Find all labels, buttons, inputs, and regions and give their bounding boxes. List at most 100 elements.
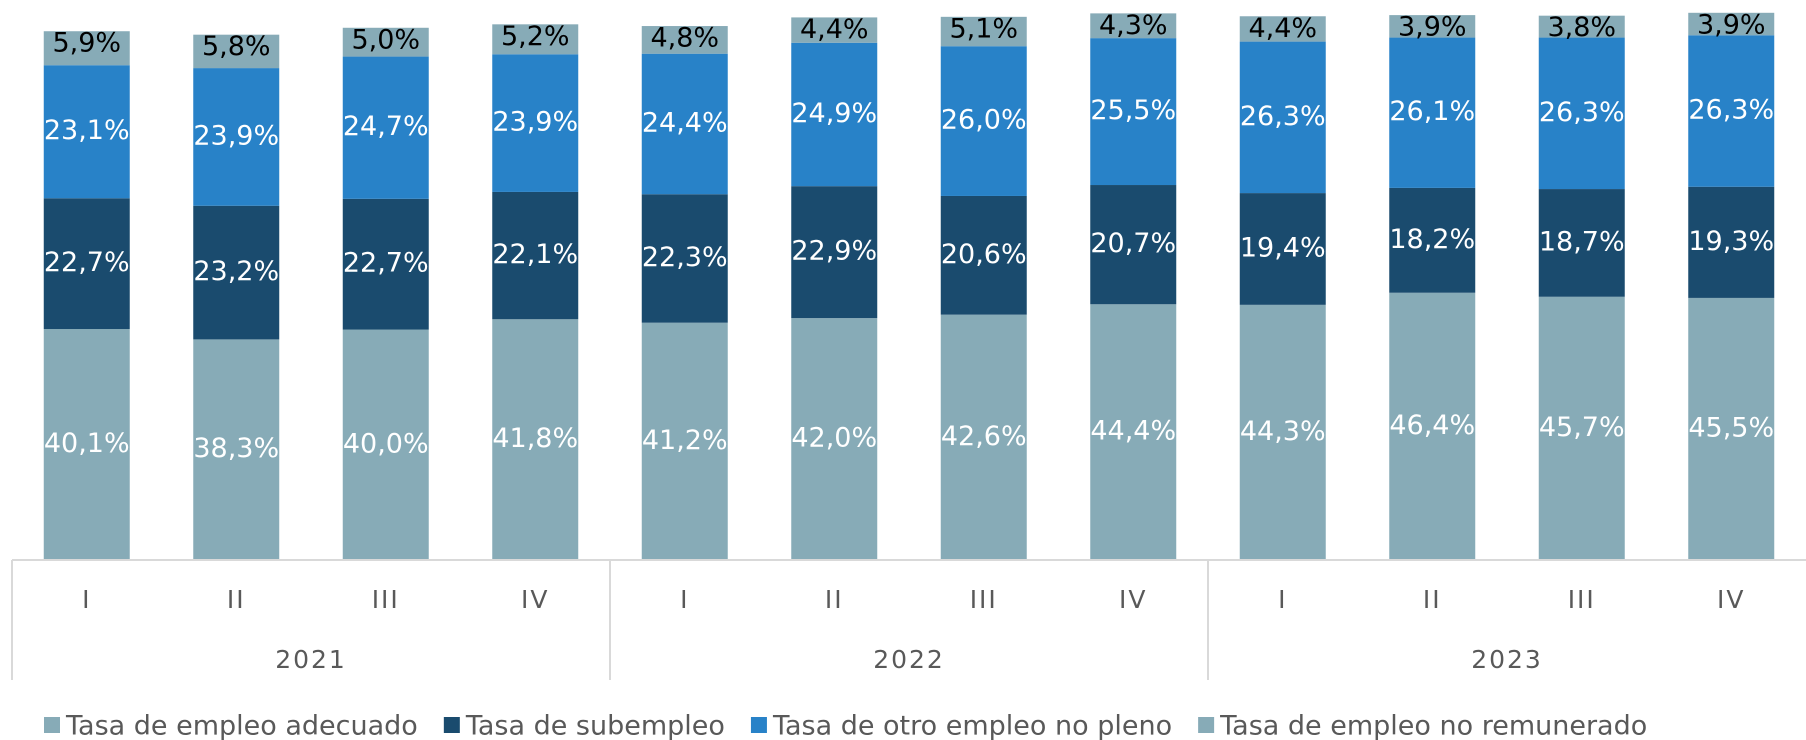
value-label: 18,2% [1389, 224, 1475, 255]
bar-segment [43, 329, 130, 560]
bar-segment [1090, 185, 1177, 305]
value-label: 23,9% [193, 120, 279, 151]
legend-swatch [443, 717, 460, 733]
bar-segment [1239, 193, 1326, 305]
x-tick-label: IV [1717, 585, 1745, 614]
x-tick-label: III [1568, 585, 1596, 614]
value-label: 23,9% [492, 107, 578, 138]
x-tick-label: II [227, 585, 246, 614]
bar-segment [492, 191, 579, 320]
value-label: 22,3% [642, 242, 728, 273]
value-label: 42,6% [941, 421, 1027, 452]
x-tick-label: III [970, 585, 998, 614]
value-label: 22,7% [343, 248, 429, 279]
value-label: 38,3% [193, 433, 279, 464]
bar-segment [940, 314, 1027, 560]
bar-segment [940, 16, 1027, 47]
value-label: 41,8% [492, 423, 578, 454]
bar-segment [193, 339, 280, 560]
value-label: 26,3% [1240, 101, 1326, 132]
bar-segment [1239, 41, 1326, 194]
bar-segment [940, 195, 1027, 315]
legend-label: Tasa de otro empleo no pleno [772, 711, 1172, 740]
bar-segment [43, 31, 130, 66]
bar-segment [791, 318, 878, 560]
x-tick-label: IV [521, 585, 549, 614]
bar-segment [193, 34, 280, 69]
bar-segment [193, 205, 280, 340]
bar-segment [1090, 38, 1177, 186]
bar-segment [1389, 37, 1476, 188]
x-tick-label: II [1423, 585, 1442, 614]
value-label: 4,8% [650, 23, 719, 54]
bar-segment [1389, 15, 1476, 38]
bar-segment [492, 54, 579, 192]
value-label: 41,2% [642, 425, 728, 456]
value-label: 5,2% [501, 21, 570, 52]
x-tick-label: I [680, 585, 689, 614]
value-label: 18,7% [1539, 226, 1625, 257]
value-label: 40,1% [44, 428, 130, 459]
bar-segment [791, 17, 878, 43]
value-label: 22,7% [44, 247, 130, 278]
bar-segment [193, 68, 280, 206]
bar-segment [1239, 304, 1326, 560]
value-label: 20,7% [1090, 228, 1176, 259]
value-label: 24,7% [343, 111, 429, 142]
value-label: 45,5% [1688, 412, 1774, 443]
legend-label: Tasa de empleo adecuado [65, 711, 418, 740]
value-label: 5,8% [202, 31, 271, 62]
value-label: 23,1% [44, 115, 130, 146]
x-tick-label: I [82, 585, 91, 614]
value-label: 24,4% [642, 107, 728, 138]
value-label: 40,0% [343, 428, 429, 459]
bar-segment [641, 53, 728, 195]
bar-segment [641, 194, 728, 323]
value-label: 25,5% [1090, 95, 1176, 126]
bar-segment [492, 24, 579, 55]
bar-segment [1538, 189, 1625, 297]
value-label: 19,4% [1240, 232, 1326, 263]
bar-segment [43, 65, 130, 199]
bar-segment [342, 198, 429, 330]
bar-segment [641, 26, 728, 54]
value-label: 3,9% [1697, 9, 1766, 40]
value-label: 24,9% [791, 98, 877, 129]
x-tick-label: IV [1119, 585, 1147, 614]
value-label: 20,6% [941, 239, 1027, 270]
value-label: 4,4% [800, 14, 869, 45]
value-label: 42,0% [791, 423, 877, 454]
year-label: 2021 [275, 645, 347, 674]
year-label: 2023 [1471, 645, 1543, 674]
value-label: 44,3% [1240, 416, 1326, 447]
bar-segment [43, 198, 130, 330]
value-label: 45,7% [1539, 412, 1625, 443]
value-label: 26,1% [1389, 96, 1475, 127]
value-label: 44,4% [1090, 416, 1176, 447]
bar-segment [1688, 186, 1775, 298]
legend-swatch [1198, 717, 1215, 733]
legend-swatch [750, 717, 767, 733]
bar-segment [492, 319, 579, 560]
bar-segment [342, 329, 429, 560]
bar-segment [1538, 37, 1625, 190]
bar-segment [1090, 13, 1177, 39]
legend-swatch [44, 717, 60, 733]
bar-segment [1688, 12, 1775, 36]
value-label: 4,3% [1099, 10, 1168, 41]
value-label: 5,9% [52, 28, 121, 59]
bar-segment [342, 27, 429, 57]
x-tick-label: I [1278, 585, 1287, 614]
value-label: 46,4% [1389, 410, 1475, 441]
value-label: 26,3% [1688, 95, 1774, 126]
bar-segment [1389, 292, 1476, 560]
bar-segment [1688, 35, 1775, 187]
value-label: 5,1% [949, 13, 1018, 44]
bar-segment [342, 56, 429, 199]
year-label: 2022 [873, 645, 945, 674]
bar-segment [791, 186, 878, 319]
value-label: 22,1% [492, 239, 578, 270]
value-label: 19,3% [1688, 226, 1774, 257]
value-label: 4,4% [1248, 13, 1317, 44]
